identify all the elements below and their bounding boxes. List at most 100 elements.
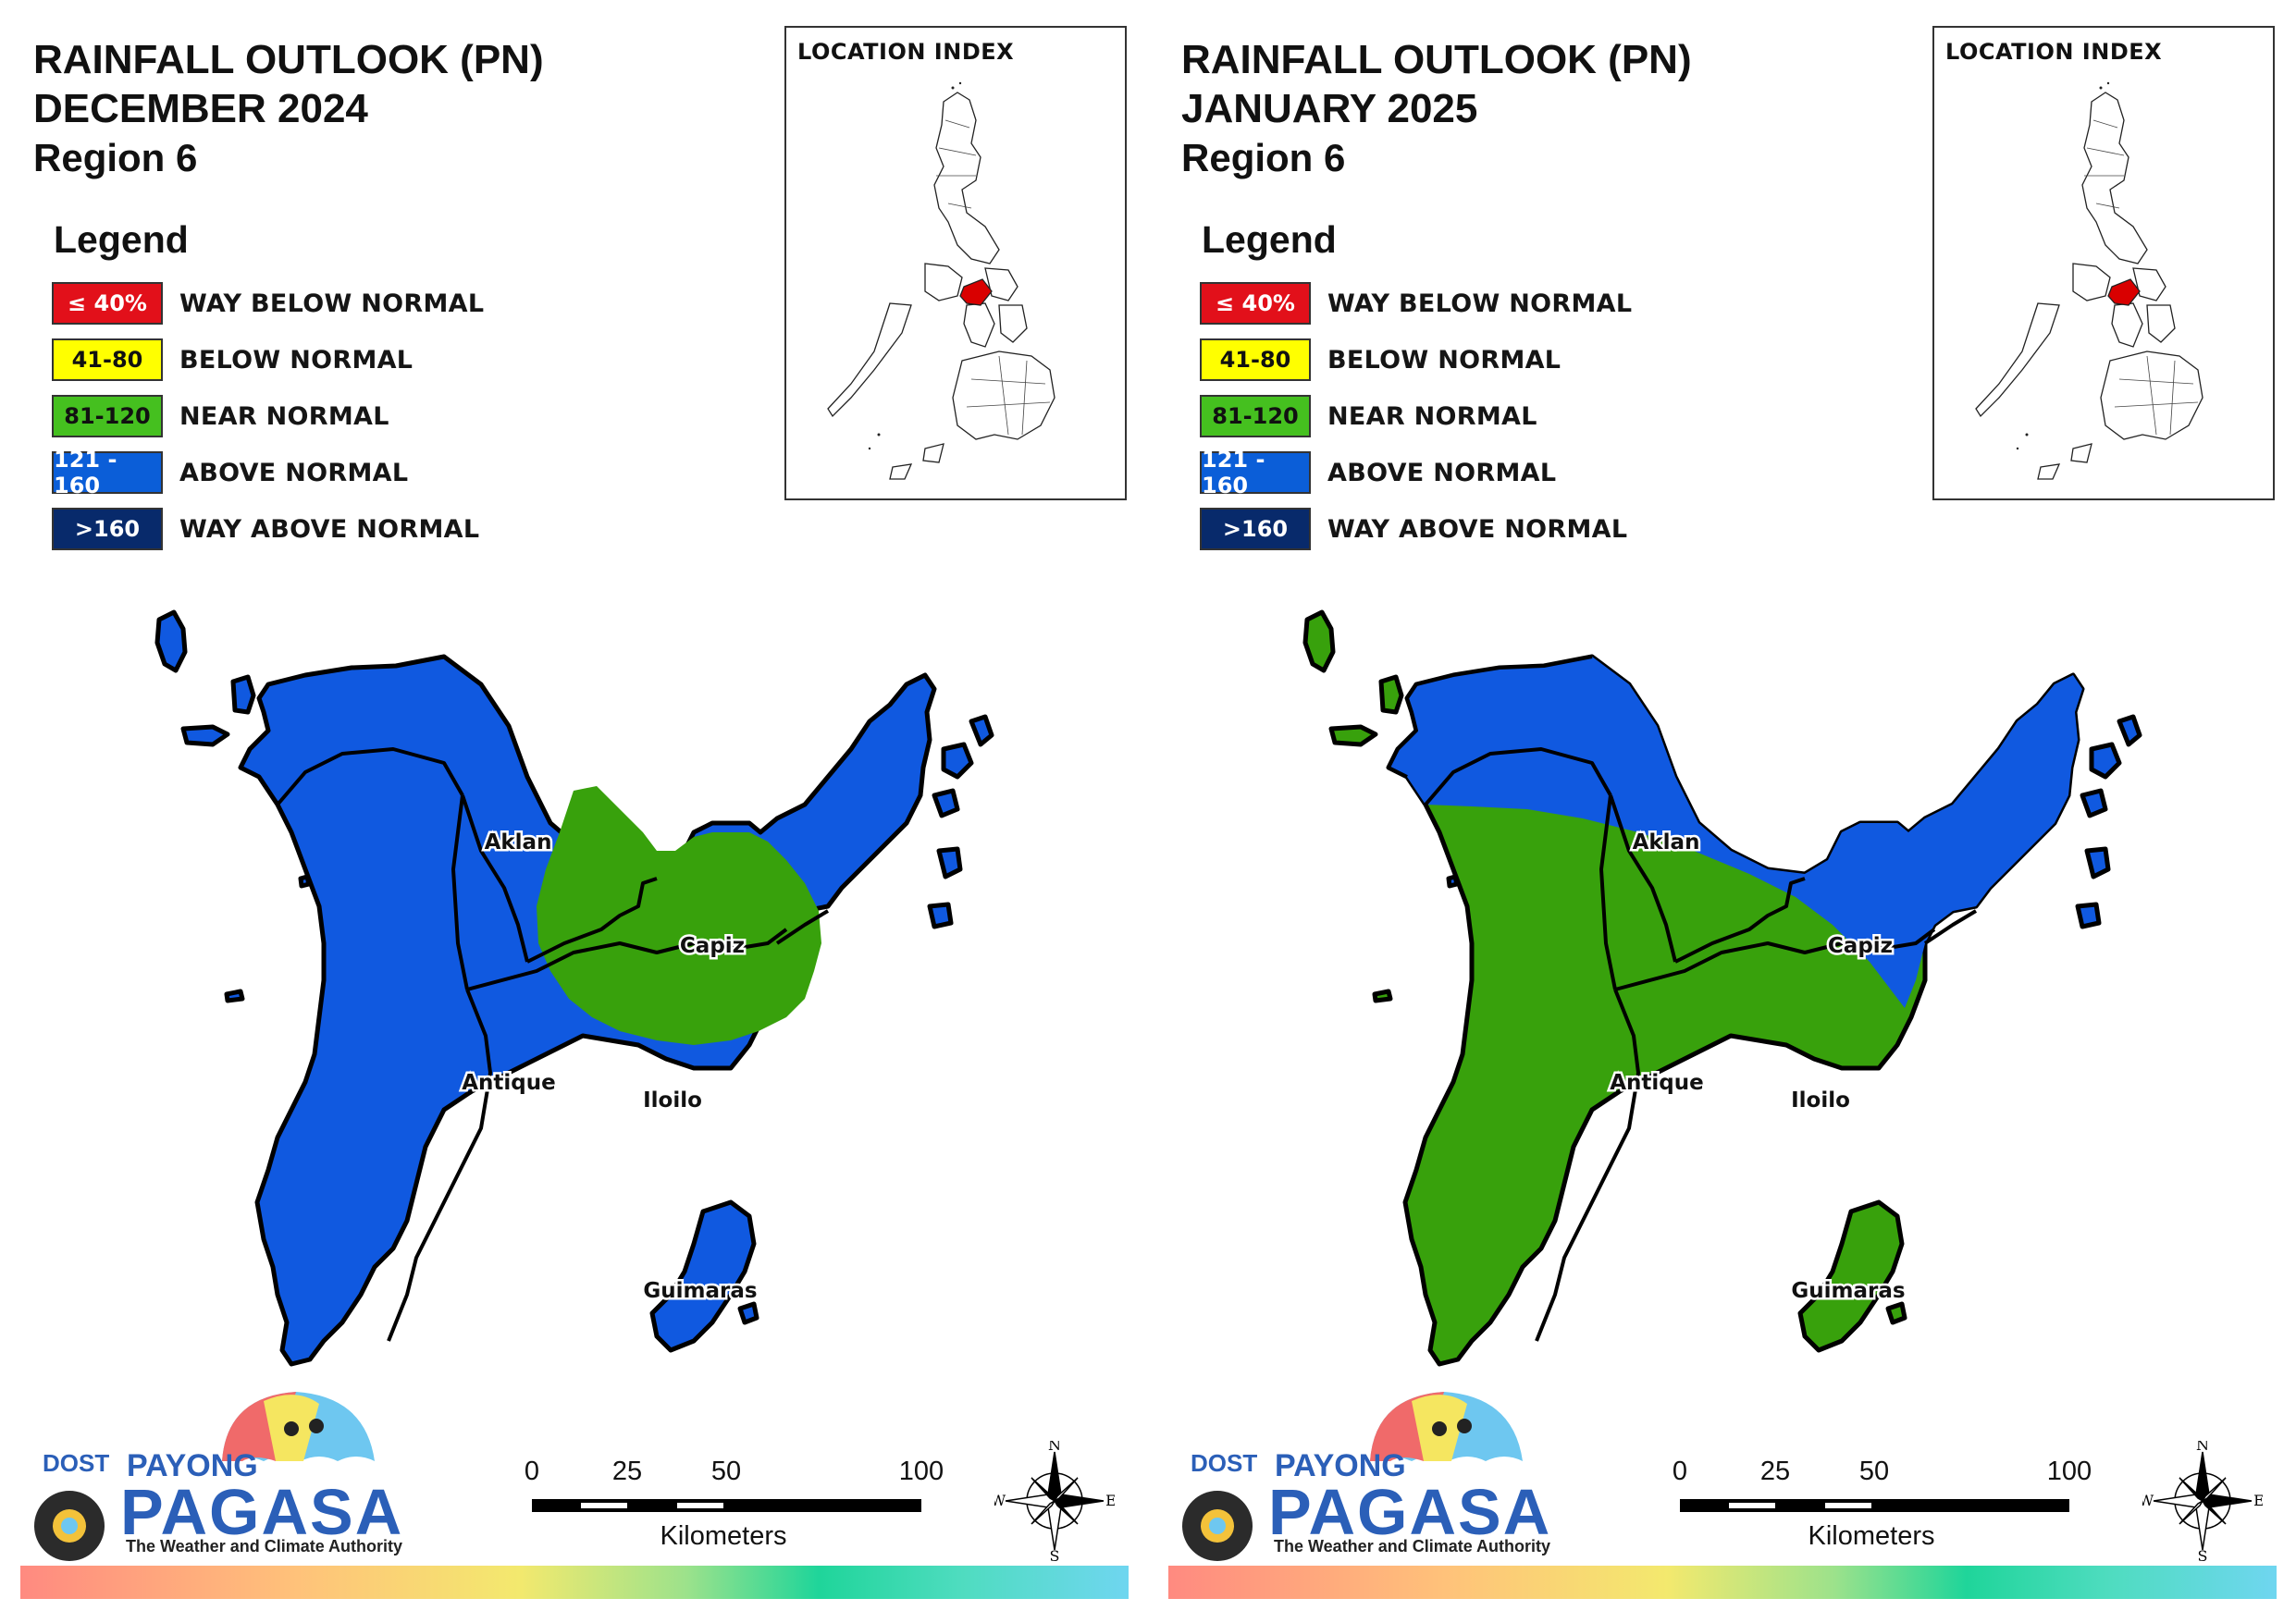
panel-title: RAINFALL OUTLOOK (PN) JANUARY 2025 Regio…: [1181, 35, 1692, 182]
title-line-3: Region 6: [1181, 136, 1346, 179]
legend-item-near: 81-120 NEAR NORMAL: [1200, 395, 1662, 451]
region6-map: Aklan Capiz Antique Iloilo Guimaras: [1287, 555, 2193, 1392]
payong-text: PAYONG: [127, 1448, 258, 1483]
legend-swatch: ≤ 40%: [52, 282, 163, 325]
inset-title: LOCATION INDEX: [797, 39, 1015, 65]
legend-swatch: ≤ 40%: [1200, 282, 1311, 325]
legend-label: NEAR NORMAL: [179, 402, 389, 431]
legend-item-above: 121 - 160 ABOVE NORMAL: [1200, 447, 1662, 508]
legend-item-near: 81-120 NEAR NORMAL: [52, 395, 514, 451]
compass-n: N: [1048, 1441, 1061, 1454]
region6-map: Aklan Capiz Antique Iloilo Guimaras: [139, 555, 1045, 1392]
legend-label: WAY ABOVE NORMAL: [1327, 515, 1628, 544]
compass-s: S: [1050, 1547, 1060, 1561]
legend-item-way-above: >160 WAY ABOVE NORMAL: [1200, 508, 1662, 564]
compass-w: W: [994, 1492, 1006, 1509]
north-arrow-compass: N S W E: [991, 1436, 1117, 1566]
payong-pagasa-logo: DOST PAYONG PAGASA The Weather and Clima…: [28, 1387, 416, 1568]
legend-item-above: 121 - 160 ABOVE NORMAL: [52, 447, 514, 508]
scale-tick: 50: [710, 1457, 742, 1486]
scale-bar: 0 25 50 100 Kilometers: [1666, 1457, 2092, 1558]
scale-unit: Kilometers: [660, 1521, 787, 1551]
compass-w: W: [2142, 1492, 2154, 1509]
title-line-1: RAINFALL OUTLOOK (PN): [1181, 37, 1692, 82]
legend-label: WAY BELOW NORMAL: [179, 289, 485, 318]
payong-pagasa-logo: DOST PAYONG PAGASA The Weather and Clima…: [1176, 1387, 1564, 1568]
dost-text: DOST: [1191, 1449, 1258, 1477]
legend-title: Legend: [1202, 218, 1337, 261]
payong-text: PAYONG: [1275, 1448, 1406, 1483]
region6-highlight: [2107, 278, 2141, 306]
legend-swatch: 81-120: [1200, 395, 1311, 437]
north-arrow-compass: N S W E: [2139, 1436, 2265, 1566]
legend-swatch: >160: [52, 508, 163, 550]
legend-item-way-above: >160 WAY ABOVE NORMAL: [52, 508, 514, 564]
region6-highlight: [959, 278, 993, 306]
bottom-gradient-bar: [1168, 1566, 2277, 1599]
dost-text: DOST: [43, 1449, 110, 1477]
legend-swatch: 121 - 160: [52, 447, 163, 498]
legend-label: NEAR NORMAL: [1327, 402, 1537, 431]
region6-map-svg: Aklan Capiz Antique Iloilo Guimaras: [154, 609, 994, 1367]
label-antique: Antique: [462, 1071, 556, 1095]
compass-s: S: [2198, 1547, 2208, 1561]
title-line-2: JANUARY 2025: [1181, 86, 1478, 131]
compass-rose-icon: N S W E: [991, 1436, 1117, 1565]
legend: Legend ≤ 40% WAY BELOW NORMAL 41-80 BELO…: [52, 218, 514, 564]
outlook-panel-january: RAINFALL OUTLOOK (PN) JANUARY 2025 Regio…: [1148, 0, 2296, 1623]
legend-label: BELOW NORMAL: [1327, 346, 1562, 375]
pagasa-text: PAGASA: [120, 1476, 404, 1548]
outlook-panel-december: RAINFALL OUTLOOK (PN) DECEMBER 2024 Regi…: [20, 26, 1129, 1599]
bottom-gradient-bar: [20, 1566, 1129, 1599]
location-index-inset: LOCATION INDEX: [1932, 26, 2275, 500]
scale-tick: 100: [898, 1457, 944, 1486]
label-guimaras: Guimaras: [1791, 1279, 1905, 1303]
legend-item-below: 41-80 BELOW NORMAL: [52, 338, 514, 395]
tagline-text: The Weather and Climate Authority: [1274, 1537, 1551, 1555]
region6-map-svg: Aklan Capiz Antique Iloilo Guimaras: [1302, 609, 2142, 1367]
legend-label: WAY BELOW NORMAL: [1327, 289, 1633, 318]
label-iloilo: Iloilo: [1791, 1088, 1850, 1113]
philippines-outline-map: [827, 81, 1055, 480]
legend-label: WAY ABOVE NORMAL: [179, 515, 480, 544]
label-guimaras: Guimaras: [643, 1279, 757, 1303]
title-line-3: Region 6: [33, 136, 198, 179]
legend-title: Legend: [54, 218, 189, 261]
legend-swatch: 81-120: [52, 395, 163, 437]
label-antique: Antique: [1610, 1071, 1704, 1095]
legend-swatch: >160: [1200, 508, 1311, 550]
legend-item-way-below: ≤ 40% WAY BELOW NORMAL: [52, 282, 514, 338]
philippines-outline-map: [1975, 81, 2203, 480]
label-capiz: Capiz: [1828, 934, 1893, 958]
title-line-2: DECEMBER 2024: [33, 86, 368, 131]
scale-tick: 0: [1672, 1457, 1688, 1486]
legend-label: ABOVE NORMAL: [179, 459, 409, 487]
legend-item-below: 41-80 BELOW NORMAL: [1200, 338, 1662, 395]
umbrella-icon: [34, 1392, 375, 1561]
label-iloilo: Iloilo: [643, 1088, 702, 1113]
label-aklan: Aklan: [1633, 830, 1700, 855]
scale-tick: 25: [611, 1457, 643, 1486]
legend-label: BELOW NORMAL: [179, 346, 414, 375]
scale-bar-graphic: [1680, 1499, 2069, 1512]
legend-swatch: 121 - 160: [1200, 447, 1311, 498]
umbrella-icon: [1182, 1392, 1523, 1561]
location-index-inset: LOCATION INDEX: [784, 26, 1127, 500]
scale-tick: 25: [1759, 1457, 1791, 1486]
compass-e: E: [1105, 1492, 1115, 1509]
panel-title: RAINFALL OUTLOOK (PN) DECEMBER 2024 Regi…: [33, 35, 544, 182]
label-capiz: Capiz: [680, 934, 745, 958]
scale-bar-graphic: [532, 1499, 921, 1512]
compass-n: N: [2196, 1441, 2209, 1454]
scale-tick: 50: [1858, 1457, 1890, 1486]
legend-label: ABOVE NORMAL: [1327, 459, 1557, 487]
title-line-1: RAINFALL OUTLOOK (PN): [33, 37, 544, 82]
scale-tick: 100: [2046, 1457, 2092, 1486]
scale-tick: 0: [524, 1457, 540, 1486]
compass-e: E: [2253, 1492, 2263, 1509]
inset-title: LOCATION INDEX: [1945, 39, 2163, 65]
compass-rose-icon: N S W E: [2139, 1436, 2265, 1565]
legend-swatch: 41-80: [52, 338, 163, 381]
legend: Legend ≤ 40% WAY BELOW NORMAL 41-80 BELO…: [1200, 218, 1662, 564]
legend-item-way-below: ≤ 40% WAY BELOW NORMAL: [1200, 282, 1662, 338]
